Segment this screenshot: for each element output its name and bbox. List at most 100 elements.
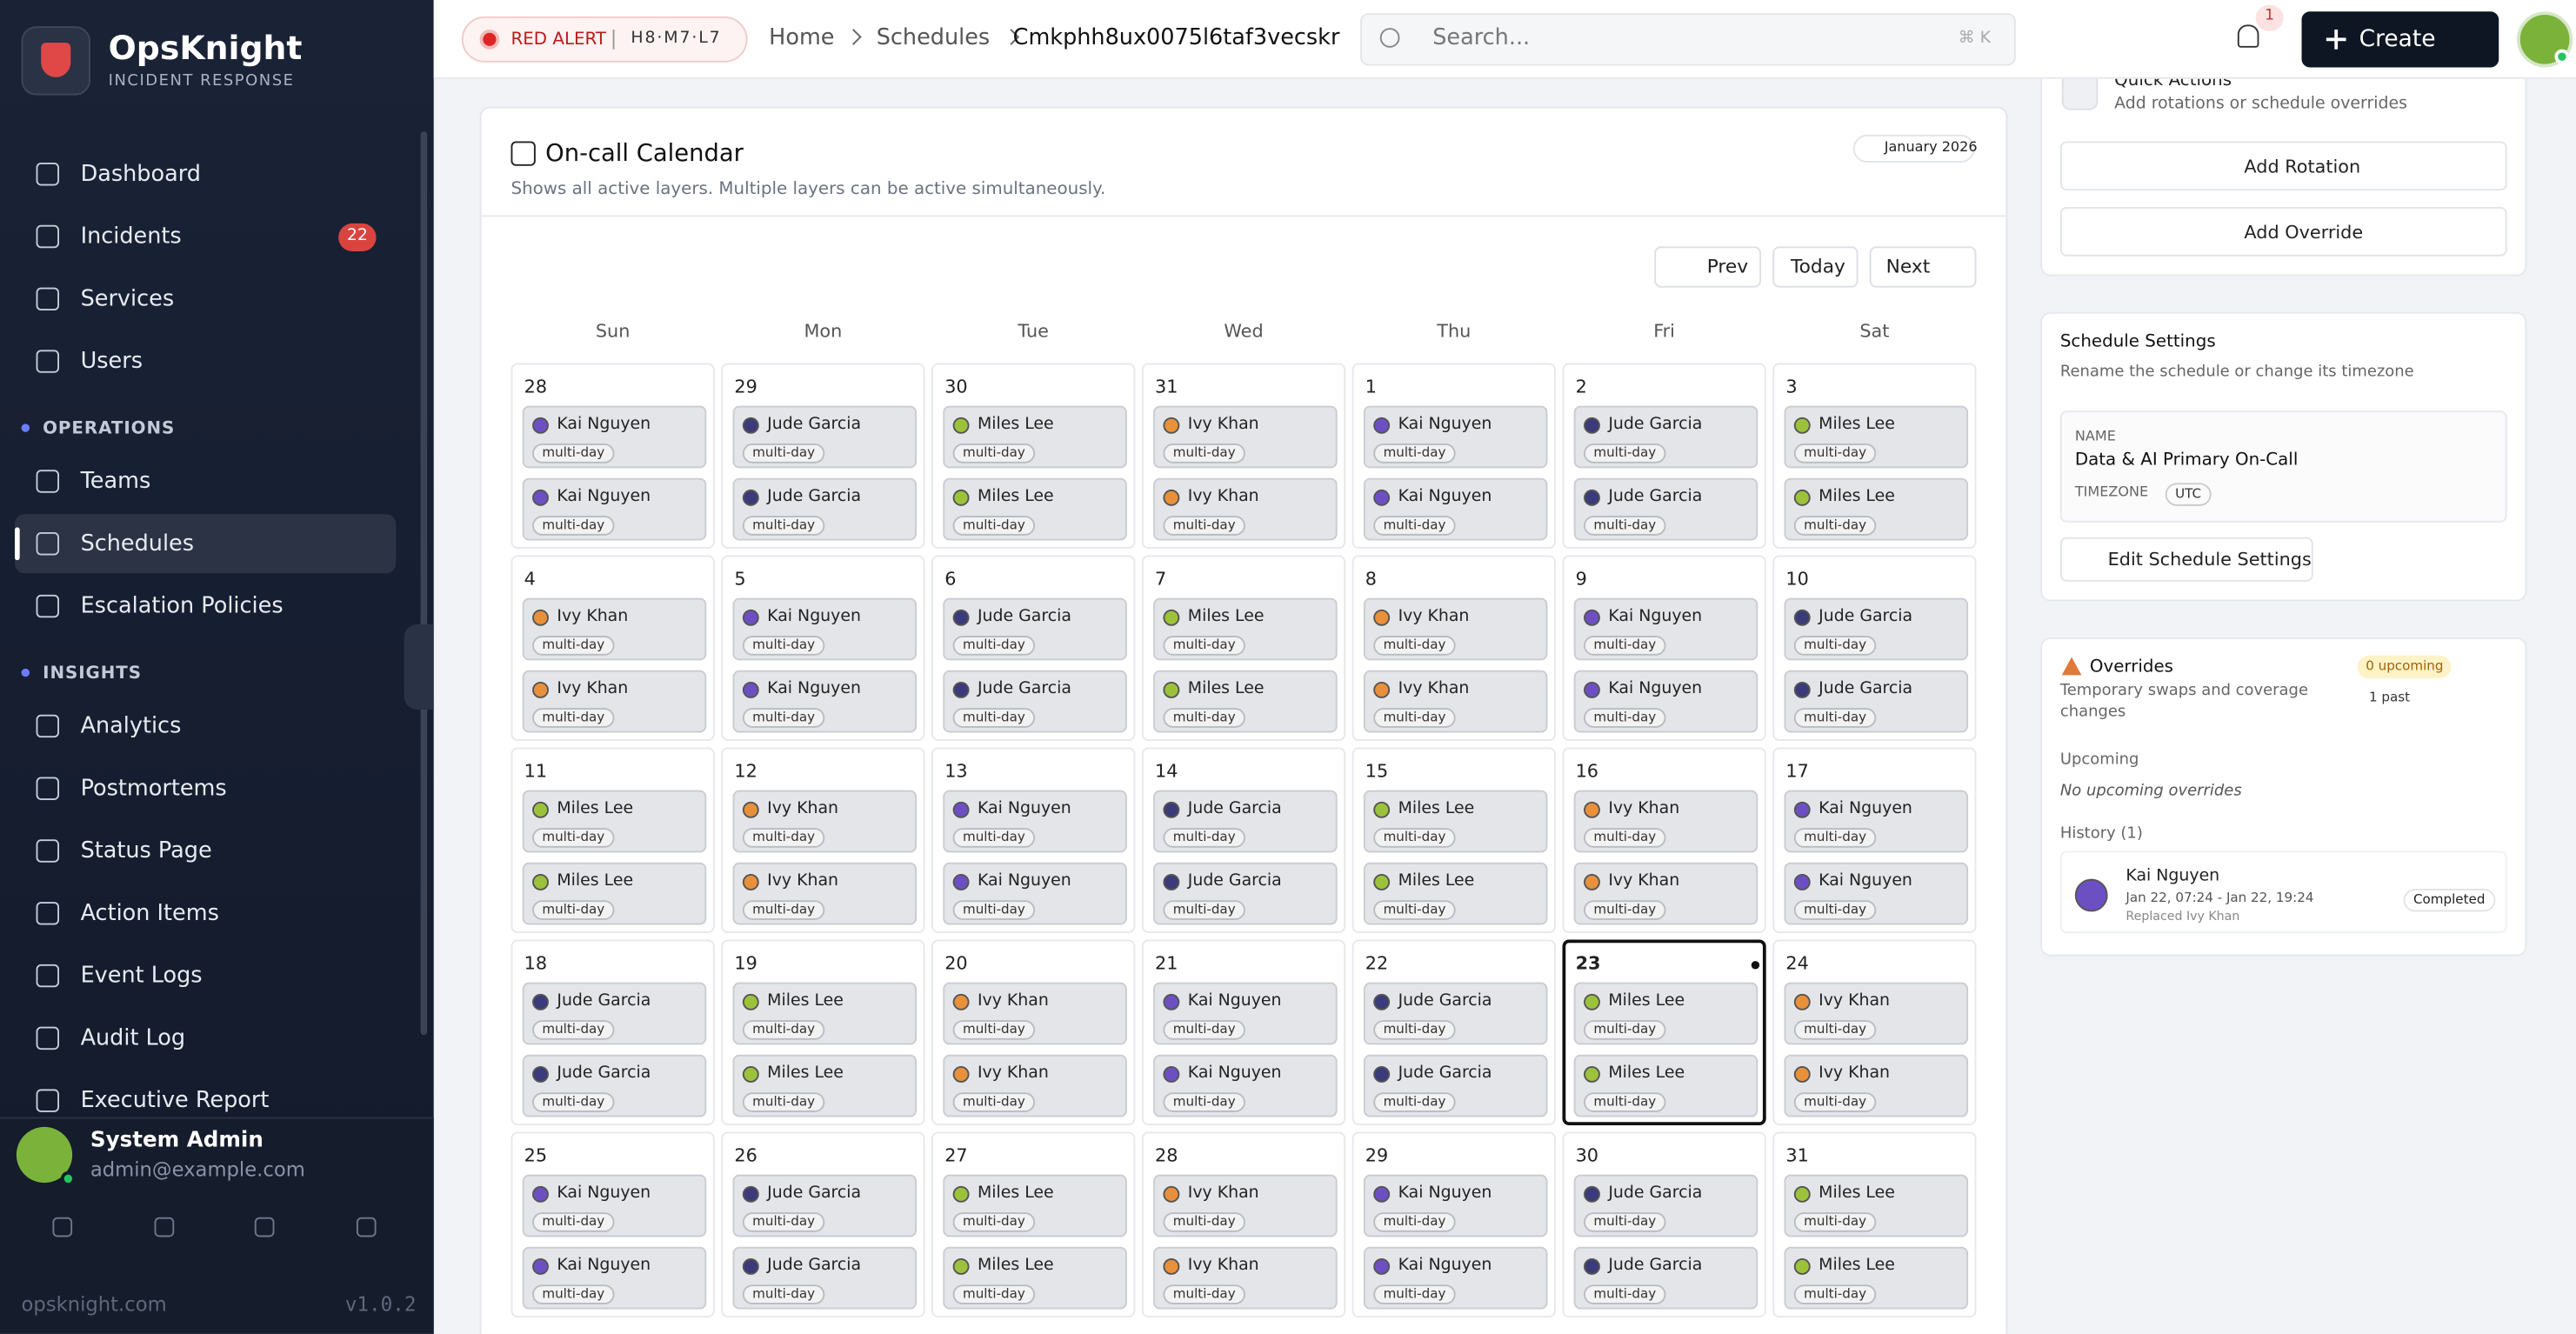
shift[interactable]: Kai Nguyen multi-day xyxy=(943,790,1127,853)
day-cell[interactable]: 5 Kai Nguyen multi-day Kai Nguyen multi-day xyxy=(721,555,925,741)
day-cell[interactable]: 15 Miles Lee multi-day Miles Lee multi-day xyxy=(1351,747,1556,933)
shift[interactable]: Kai Nguyen multi-day xyxy=(1363,1174,1548,1237)
prev-button[interactable] xyxy=(1654,246,1762,288)
footer-icon[interactable] xyxy=(154,1217,175,1237)
shift[interactable]: Kai Nguyen multi-day xyxy=(732,597,918,661)
today-button[interactable] xyxy=(1772,246,1859,288)
shift[interactable]: Kai Nguyen multi-day xyxy=(1573,597,1758,661)
shift[interactable]: Ivy Khan multi-day xyxy=(1573,790,1758,853)
today-label[interactable]: Today xyxy=(1791,254,1845,278)
shift[interactable]: Ivy Khan multi-day xyxy=(1153,1246,1338,1310)
shift[interactable]: Ivy Khan multi-day xyxy=(1573,862,1758,925)
next-label[interactable]: Next xyxy=(1885,254,1931,278)
nav-item[interactable]: Teams xyxy=(80,468,151,495)
nav-item[interactable]: Action Items xyxy=(80,900,219,927)
shift[interactable]: Jude Garcia multi-day xyxy=(1784,597,1969,661)
shift[interactable]: Jude Garcia multi-day xyxy=(732,405,918,469)
nav-item[interactable]: Escalation Policies xyxy=(80,592,284,620)
shift[interactable]: Jude Garcia multi-day xyxy=(732,477,918,541)
day-cell[interactable]: 16 Ivy Khan multi-day Ivy Khan multi-day xyxy=(1562,747,1766,933)
edit-button[interactable] xyxy=(2059,537,2313,582)
shift[interactable]: Ivy Khan multi-day xyxy=(522,670,707,733)
day-cell[interactable]: 31 Ivy Khan multi-day Ivy Khan multi-day xyxy=(1141,363,1346,549)
shift[interactable]: Kai Nguyen multi-day xyxy=(1153,982,1338,1045)
day-cell[interactable]: 29 Kai Nguyen multi-day Kai Nguyen multi-day xyxy=(1351,1131,1556,1318)
shift[interactable]: Miles Lee multi-day xyxy=(732,982,918,1045)
nav-item[interactable]: Status Page xyxy=(80,837,212,864)
shift[interactable]: Ivy Khan multi-day xyxy=(732,790,918,853)
shift[interactable]: Kai Nguyen multi-day xyxy=(943,862,1127,925)
day-cell[interactable]: 18 Jude Garcia multi-day Jude Garcia multi-d… xyxy=(511,939,715,1125)
shift[interactable]: Miles Lee multi-day xyxy=(943,405,1127,469)
day-cell[interactable]: 27 Miles Lee multi-day Miles Lee multi-day xyxy=(931,1131,1136,1318)
shift[interactable]: Jude Garcia multi-day xyxy=(943,597,1127,661)
shift[interactable]: Miles Lee multi-day xyxy=(1363,790,1548,853)
prev-label[interactable]: Prev xyxy=(1706,254,1749,278)
shift[interactable]: Miles Lee multi-day xyxy=(1573,982,1758,1045)
day-cell[interactable]: 12 Ivy Khan multi-day Ivy Khan multi-day xyxy=(721,747,925,933)
footer-icon[interactable] xyxy=(52,1217,73,1237)
shift[interactable]: Miles Lee multi-day xyxy=(522,862,707,925)
add-override-button[interactable] xyxy=(2059,207,2507,257)
day-cell[interactable]: 4 Ivy Khan multi-day Ivy Khan multi-day xyxy=(511,555,715,741)
shift[interactable]: Ivy Khan multi-day xyxy=(1153,477,1338,541)
shift[interactable]: Miles Lee multi-day xyxy=(522,790,707,853)
day-cell[interactable]: 30 Miles Lee multi-day Miles Lee multi-day xyxy=(931,363,1136,549)
bell[interactable] xyxy=(2237,24,2259,48)
shift[interactable]: Ivy Khan multi-day xyxy=(522,597,707,661)
day-cell[interactable]: 21 Kai Nguyen multi-day Kai Nguyen multi-day xyxy=(1141,939,1346,1125)
shift[interactable]: Kai Nguyen multi-day xyxy=(1363,1246,1548,1310)
shift[interactable]: Kai Nguyen multi-day xyxy=(1573,670,1758,733)
shift[interactable]: Ivy Khan multi-day xyxy=(1153,405,1338,469)
shift[interactable]: Kai Nguyen multi-day xyxy=(1153,1054,1338,1117)
day-cell[interactable]: 11 Miles Lee multi-day Miles Lee multi-day xyxy=(511,747,715,933)
shift[interactable]: Miles Lee multi-day xyxy=(1784,1174,1969,1237)
shift[interactable]: Kai Nguyen multi-day xyxy=(522,1174,707,1237)
day-cell[interactable]: 6 Jude Garcia multi-day Jude Garcia multi-da… xyxy=(931,555,1136,741)
day-cell[interactable]: 26 Jude Garcia multi-day Jude Garcia multi-d… xyxy=(721,1131,925,1318)
day-cell[interactable]: 9 Kai Nguyen multi-day Kai Nguyen multi-day xyxy=(1562,555,1766,741)
shift[interactable]: Miles Lee multi-day xyxy=(1363,862,1548,925)
shift[interactable]: Miles Lee multi-day xyxy=(943,1174,1127,1237)
add-override-label[interactable]: Add Override xyxy=(2244,222,2364,243)
day-cell[interactable]: 22 Jude Garcia multi-day Jude Garcia multi-d… xyxy=(1351,939,1556,1125)
nav-item[interactable]: Dashboard xyxy=(80,161,201,188)
edit-label[interactable]: Edit Schedule Settings xyxy=(2107,548,2312,570)
shift[interactable]: Kai Nguyen multi-day xyxy=(1784,862,1969,925)
day-cell[interactable]: 17 Kai Nguyen multi-day Kai Nguyen multi-day xyxy=(1772,747,1977,933)
shift[interactable]: Jude Garcia multi-day xyxy=(1363,1054,1548,1117)
nav-item[interactable]: Analytics xyxy=(80,712,182,740)
day-cell[interactable]: 10 Jude Garcia multi-day Jude Garcia multi-d… xyxy=(1772,555,1977,741)
shift[interactable]: Miles Lee multi-day xyxy=(1784,477,1969,541)
breadcrumb[interactable]: Schedules xyxy=(876,24,991,51)
day-cell[interactable]: 28 Kai Nguyen multi-day Kai Nguyen multi-day xyxy=(511,363,715,549)
nav-item[interactable]: Services xyxy=(80,285,175,312)
day-cell[interactable]: 20 Ivy Khan multi-day Ivy Khan multi-day xyxy=(931,939,1136,1125)
shift[interactable]: Kai Nguyen multi-day xyxy=(522,405,707,469)
shift[interactable]: Kai Nguyen multi-day xyxy=(1784,790,1969,853)
day-cell[interactable]: 7 Miles Lee multi-day Miles Lee multi-day xyxy=(1141,555,1346,741)
nav-item[interactable]: Executive Report xyxy=(80,1087,270,1114)
day-cell[interactable]: 28 Ivy Khan multi-day Ivy Khan multi-day xyxy=(1141,1131,1346,1318)
day-cell[interactable]: 30 Jude Garcia multi-day Jude Garcia multi-d… xyxy=(1562,1131,1766,1318)
day-cell[interactable]: 19 Miles Lee multi-day Miles Lee multi-day xyxy=(721,939,925,1125)
day-cell[interactable]: 1 Kai Nguyen multi-day Kai Nguyen multi-day xyxy=(1351,363,1556,549)
shift[interactable]: Miles Lee multi-day xyxy=(1784,1246,1969,1310)
nav-item[interactable]: Incidents xyxy=(80,223,182,250)
shift[interactable]: Kai Nguyen multi-day xyxy=(732,670,918,733)
search-box[interactable] xyxy=(1360,13,2016,66)
day-cell[interactable]: 13 Kai Nguyen multi-day Kai Nguyen multi-day xyxy=(931,747,1136,933)
shift[interactable]: Jude Garcia multi-day xyxy=(1573,1174,1758,1237)
shift[interactable]: Jude Garcia multi-day xyxy=(1153,790,1338,853)
day-cell[interactable]: 23 Miles Lee multi-day Miles Lee multi-day xyxy=(1562,939,1766,1125)
shift[interactable]: Jude Garcia multi-day xyxy=(1573,1246,1758,1310)
shift[interactable]: Jude Garcia multi-day xyxy=(1363,982,1548,1045)
day-cell[interactable]: 31 Miles Lee multi-day Miles Lee multi-day xyxy=(1772,1131,1977,1318)
shift[interactable]: Ivy Khan multi-day xyxy=(1363,670,1548,733)
create-label[interactable]: Create xyxy=(2359,26,2436,53)
day-cell[interactable]: 25 Kai Nguyen multi-day Kai Nguyen multi-day xyxy=(511,1131,715,1318)
shift[interactable]: Ivy Khan multi-day xyxy=(732,862,918,925)
shift[interactable]: Ivy Khan multi-day xyxy=(943,1054,1127,1117)
shift[interactable]: Jude Garcia multi-day xyxy=(1573,477,1758,541)
day-cell[interactable]: 8 Ivy Khan multi-day Ivy Khan multi-day xyxy=(1351,555,1556,741)
